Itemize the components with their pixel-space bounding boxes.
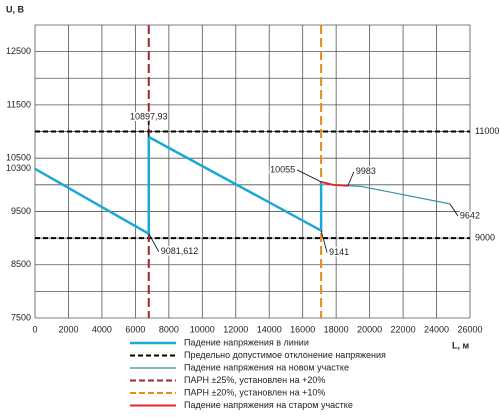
- data-label: 10897,93: [130, 111, 168, 121]
- data-label: 10897,93: [130, 111, 168, 121]
- legend-label: Предельно допустимое отклонение напряжен…: [184, 350, 386, 360]
- legend-label: Падение напряжения на старом участке: [184, 400, 353, 410]
- y-tick-label: 9500: [11, 206, 31, 216]
- data-label: 9983: [356, 166, 376, 176]
- x-tick-label: 18000: [324, 324, 349, 334]
- data-label: 10055: [270, 164, 295, 174]
- data-label: 9081,612: [161, 246, 199, 256]
- y-tick-label: 10300: [6, 163, 31, 173]
- data-label: 9642: [460, 210, 480, 220]
- limit-label: 9000: [475, 232, 495, 242]
- legend-label: ПАРН ±25%, установлен на +20%: [184, 375, 325, 385]
- x-tick-label: 2000: [58, 324, 78, 334]
- leader-line: [449, 203, 459, 217]
- x-tick-label: 22000: [391, 324, 416, 334]
- x-tick-label: 10000: [190, 324, 215, 334]
- legend-label: Падение напряжения на новом участке: [184, 362, 349, 372]
- data-label: 9141: [329, 247, 349, 257]
- series-line: [34, 134, 323, 236]
- data-label: 9141: [329, 247, 349, 257]
- y-tick-label: 10500: [6, 153, 31, 163]
- x-tick-label: 6000: [125, 324, 145, 334]
- x-tick-label: 12000: [223, 324, 248, 334]
- series-line: [347, 185, 451, 205]
- data-label: 9983: [356, 166, 376, 176]
- limit-label: 11000: [475, 126, 499, 136]
- x-tick-label: 24000: [424, 324, 449, 334]
- y-tick-label: 12500: [6, 46, 31, 56]
- y-axis-label: U, В: [6, 4, 25, 14]
- x-tick-label: 8000: [159, 324, 179, 334]
- y-tick-label: 11500: [7, 99, 31, 109]
- leader-line: [347, 171, 355, 186]
- y-tick-label: 8500: [11, 259, 31, 269]
- x-tick-label: 20000: [357, 324, 382, 334]
- legend-label: Падение напряжения в линии: [184, 337, 309, 347]
- x-tick-label: 16000: [290, 324, 315, 334]
- x-axis-label: L, м: [452, 340, 469, 350]
- legend-label: ПАРН ±20%, установлен на +10%: [184, 387, 325, 397]
- y-tick-label: 7500: [11, 312, 31, 322]
- x-tick-label: 0: [32, 324, 37, 334]
- leader-line: [296, 169, 322, 183]
- data-label: 9081,612: [161, 246, 199, 256]
- series-line: [320, 180, 348, 187]
- data-label: 10055: [270, 164, 295, 174]
- x-tick-label: 26000: [457, 324, 482, 334]
- x-tick-label: 14000: [257, 324, 282, 334]
- leader-line: [320, 230, 328, 253]
- data-label: 9642: [460, 210, 480, 220]
- leader-line: [148, 233, 160, 252]
- x-tick-label: 4000: [92, 324, 112, 334]
